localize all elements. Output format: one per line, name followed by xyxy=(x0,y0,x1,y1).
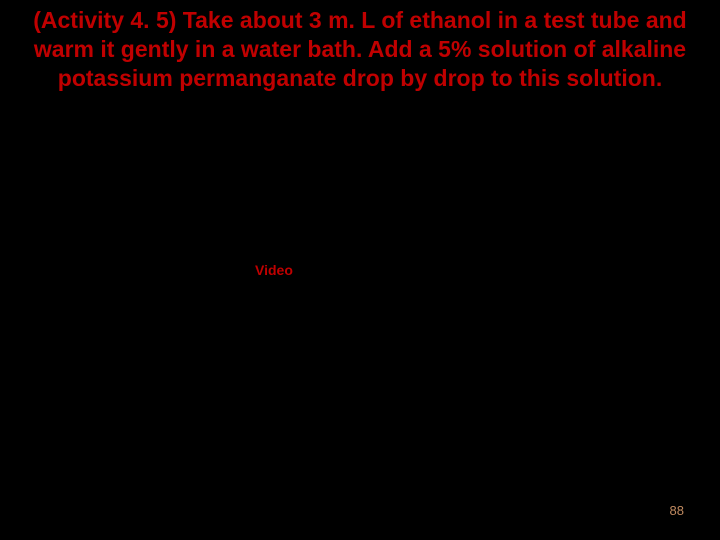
page-number: 88 xyxy=(670,503,684,518)
activity-title: (Activity 4. 5) Take about 3 m. L of eth… xyxy=(0,0,720,92)
video-link[interactable]: Video xyxy=(255,262,293,278)
